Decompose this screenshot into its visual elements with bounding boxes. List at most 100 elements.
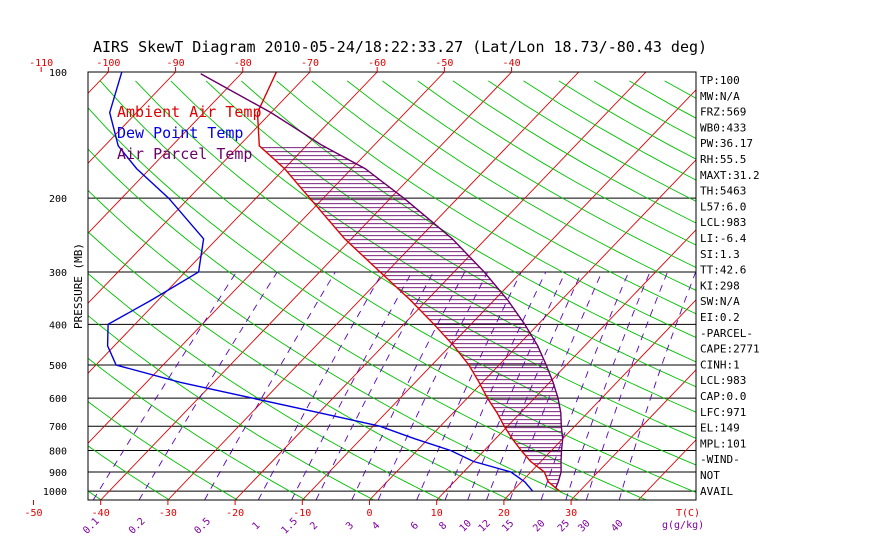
top-tick-label: -70 (301, 58, 319, 69)
mixing-ratio-label: 4 (370, 520, 382, 532)
index-entry: EI:0.2 (700, 311, 740, 324)
isotherm-line (570, 369, 696, 500)
index-entry: MW:N/A (700, 90, 740, 103)
isotherm-line (88, 72, 109, 94)
dry-adiabat-line (205, 80, 696, 388)
pressure-tick-label: 500 (49, 361, 67, 372)
dry-adiabat-line (346, 80, 696, 291)
dry-adiabat-line (88, 272, 443, 500)
dry-adiabat-line (0, 81, 33, 500)
index-entry: LCL:983 (700, 216, 746, 229)
mixing-ratio-line (291, 271, 413, 500)
legend-ambient: Ambient Air Temp (117, 103, 262, 121)
dry-adiabat-line (88, 401, 238, 500)
dry-adiabat-line (276, 80, 696, 339)
top-tick-label: -50 (435, 58, 453, 69)
mixing-ratio-line (540, 271, 630, 500)
index-entry: CAP:0.0 (700, 390, 746, 403)
isotherm-line (88, 72, 445, 444)
index-entry: SI:1.3 (700, 248, 740, 261)
dry-adiabat-line (311, 80, 696, 315)
mixing-ratio-label: 12 (477, 518, 493, 534)
index-entry: PW:36.17 (700, 137, 753, 150)
dry-adiabat-line (99, 80, 696, 466)
dry-adiabat-line (88, 189, 579, 500)
pressure-tick-label: 200 (49, 194, 67, 205)
legend: Ambient Air Temp Dew Point Temp Air Parc… (117, 103, 262, 163)
pressure-tick-label: 800 (49, 447, 67, 458)
top-tick-label: -110 (29, 58, 53, 69)
index-entry: FRZ:569 (700, 106, 746, 119)
dry-adiabat-line (135, 80, 696, 439)
index-entry: TT:42.6 (700, 264, 746, 277)
mixing-ratio-line (204, 271, 336, 500)
index-entry: AVAIL (700, 485, 733, 498)
parcel-temp-line (200, 73, 564, 489)
index-entry: CAPE:2771 (700, 343, 760, 356)
mixing-ratio-label: 0.2 (127, 516, 148, 537)
isotherm-line (637, 439, 696, 500)
dry-adiabat-line (88, 231, 511, 500)
axes: 1002003004005006007008009001000PRESSURE … (24, 58, 704, 537)
top-tick-label: -80 (234, 58, 252, 69)
dry-adiabat-line (88, 357, 306, 500)
pressure-tick-label: 400 (49, 320, 67, 331)
mixing-ratio-line (444, 271, 547, 500)
top-tick-label: -40 (503, 58, 521, 69)
mixing-ratio-label: 30 (576, 518, 592, 534)
isotherm-line (234, 72, 647, 500)
dry-adiabat-line (88, 445, 170, 500)
mixing-ratio-label: 8 (437, 520, 449, 532)
index-entry: NOT (700, 469, 720, 482)
index-entry: -PARCEL- (700, 327, 753, 340)
index-entry: TH:5463 (700, 185, 746, 198)
top-tick-label: -90 (167, 58, 185, 69)
mixing-ratio-line (257, 271, 384, 500)
isotherm-line (301, 89, 696, 500)
plot-frame (87, 71, 697, 501)
mixing-ratio-label: 10 (458, 518, 474, 534)
pressure-tick-label: 900 (49, 468, 67, 479)
mixing-ratio-label: 2 (308, 520, 320, 532)
top-tick-label: -100 (96, 58, 120, 69)
index-entry: CINH:1 (700, 358, 740, 371)
ambient-temp-line (256, 72, 560, 492)
pressure-tick-label: 100 (49, 68, 67, 79)
dry-adiabat-line (88, 148, 647, 500)
mixing-ratio-line (377, 271, 489, 500)
pressure-axis-label: PRESSURE (MB) (72, 243, 85, 329)
mixing-ratio-label: 15 (500, 518, 516, 534)
stability-indices: TP:100 MW:N/A FRZ:569 WB0:433 PW:36.17 RH:55.… (700, 74, 760, 498)
mixing-ratio-label: 25 (556, 518, 572, 534)
top-tick-label: -60 (368, 58, 386, 69)
dry-adiabat-line (88, 107, 696, 493)
dry-adiabat-line (488, 80, 696, 202)
mixing-ratio-line (486, 271, 583, 500)
plot-grid (0, 72, 696, 500)
pressure-tick-label: 300 (49, 268, 67, 279)
bottom-tick-label: 10 (431, 508, 443, 519)
mixing-ratio-line (315, 271, 434, 500)
isotherm-line (503, 299, 696, 500)
index-entry: KI:298 (700, 279, 740, 292)
mixing-ratio-line (351, 271, 466, 500)
mixing-ratio-label: 6 (409, 520, 421, 532)
isotherm-line (88, 72, 176, 164)
mixing-ratio-line (565, 271, 651, 500)
index-entry: L57:6.0 (700, 200, 746, 213)
bottom-tick-label: -10 (293, 508, 311, 519)
mixing-ratio-label: 3 (344, 520, 356, 532)
pressure-tick-label: 1000 (43, 487, 67, 498)
legend-parcel: Air Parcel Temp (117, 145, 252, 163)
bottom-tick-label: -30 (159, 508, 177, 519)
isotherm-line (88, 72, 311, 304)
index-entry: WB0:433 (700, 121, 746, 134)
mixing-ratio-label: 0.5 (193, 516, 214, 537)
index-entry: -WIND- (700, 453, 740, 466)
bottom-tick-label: -40 (92, 508, 110, 519)
bottom-tick-label: 20 (498, 508, 510, 519)
index-entry: RH:55.5 (700, 153, 746, 166)
pressure-tick-label: 700 (49, 422, 67, 433)
mixing-ratio-line (618, 271, 696, 500)
